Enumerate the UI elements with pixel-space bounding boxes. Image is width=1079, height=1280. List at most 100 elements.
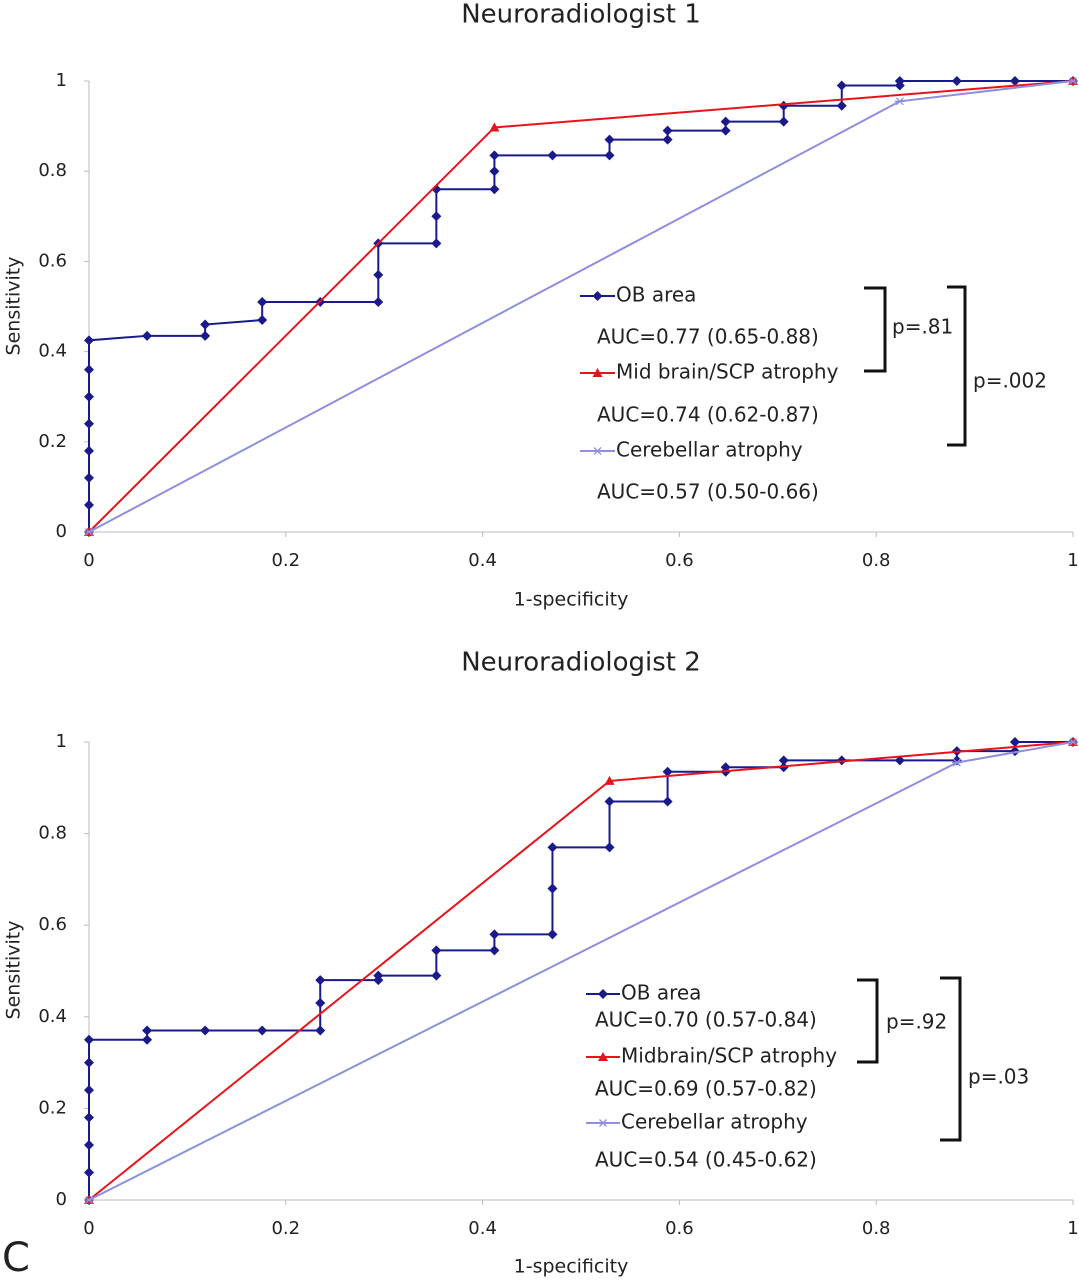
y-tick-label: 0	[56, 521, 67, 542]
marker-star	[1068, 738, 1078, 746]
auc-annotation: AUC=0.77 (0.65-0.88)	[597, 325, 819, 349]
x-tick-label: 0.2	[271, 1218, 300, 1239]
marker-diamond	[951, 76, 962, 86]
marker-diamond	[604, 796, 615, 807]
marker-diamond	[257, 315, 268, 326]
auc-annotation: AUC=0.57 (0.50-0.66)	[597, 480, 819, 504]
marker-diamond	[257, 296, 268, 307]
marker-diamond	[489, 945, 500, 956]
marker-diamond	[315, 975, 326, 986]
marker-diamond	[662, 134, 673, 145]
marker-star	[84, 528, 94, 536]
marker-diamond	[836, 80, 847, 91]
marker-diamond	[894, 755, 905, 766]
y-tick-label: 0	[56, 1189, 67, 1210]
y-tick-label: 0.6	[38, 250, 67, 271]
y-tick-label: 0.2	[38, 431, 67, 452]
x-tick-label: 1	[1067, 1218, 1078, 1239]
marker-diamond	[604, 134, 615, 145]
bracket	[864, 286, 887, 373]
marker-diamond	[598, 989, 608, 999]
marker-diamond	[431, 970, 442, 981]
auc-annotation: AUC=0.74 (0.62-0.87)	[597, 403, 819, 427]
marker-diamond	[489, 929, 500, 940]
marker-diamond	[84, 1034, 94, 1045]
y-tick-label: 1	[56, 731, 67, 752]
marker-diamond	[84, 1112, 94, 1123]
marker-diamond	[142, 1025, 153, 1036]
marker-diamond	[431, 945, 442, 956]
p-value: p=.002	[973, 369, 1047, 393]
marker-star	[598, 1119, 608, 1127]
x-tick-label: 0	[83, 1218, 94, 1239]
series-line	[88, 741, 1074, 1201]
marker-diamond	[778, 755, 789, 766]
marker-diamond	[431, 238, 442, 249]
marker-diamond	[200, 1025, 211, 1036]
y-tick-label: 0.8	[38, 160, 67, 181]
marker-triangle	[592, 368, 603, 377]
marker-diamond	[84, 1140, 94, 1151]
marker-diamond	[84, 364, 94, 375]
legend-label: Cerebellar atrophy	[616, 438, 803, 462]
legend-label: OB area	[616, 283, 696, 307]
series-line	[88, 80, 1073, 532]
series-line	[88, 80, 1074, 533]
x-tick-label: 0.6	[665, 550, 694, 571]
marker-diamond	[547, 842, 558, 853]
marker-diamond	[84, 1167, 94, 1178]
p-value: p=.81	[892, 315, 953, 339]
marker-diamond	[778, 116, 789, 127]
marker-diamond	[1009, 737, 1020, 747]
chart-title: Neuroradiologist 2	[461, 648, 701, 678]
marker-diamond	[84, 445, 94, 456]
marker-triangle	[489, 122, 500, 132]
marker-diamond	[84, 418, 94, 429]
marker-diamond	[662, 125, 673, 136]
marker-diamond	[373, 970, 384, 981]
marker-star	[84, 1196, 94, 1204]
series-line	[88, 741, 1073, 1200]
marker-star	[592, 447, 603, 455]
bracket	[940, 976, 962, 1142]
marker-star	[894, 97, 905, 106]
marker-star	[951, 758, 962, 767]
bracket	[857, 978, 879, 1064]
marker-diamond	[592, 291, 603, 301]
auc-annotation: AUC=0.70 (0.57-0.84)	[595, 1008, 817, 1032]
p-value: p=.03	[968, 1065, 1029, 1089]
x-tick-label: 0.8	[862, 550, 891, 571]
x-tick-label: 0.8	[862, 1218, 891, 1239]
marker-diamond	[84, 1085, 94, 1096]
marker-diamond	[604, 842, 615, 853]
marker-diamond	[489, 184, 500, 195]
marker-diamond	[84, 499, 94, 510]
marker-diamond	[604, 150, 615, 161]
bracket	[947, 285, 967, 447]
x-tick-label: 0.6	[665, 1218, 694, 1239]
y-tick-label: 0.8	[38, 823, 67, 844]
marker-diamond	[1009, 76, 1020, 86]
marker-diamond	[257, 1025, 268, 1036]
legend-label: Cerebellar atrophy	[621, 1110, 808, 1134]
marker-diamond	[84, 335, 94, 346]
marker-diamond	[547, 929, 558, 940]
marker-diamond	[373, 296, 384, 307]
series-line	[88, 741, 1074, 1201]
x-tick-label: 1	[1067, 550, 1078, 571]
marker-diamond	[489, 150, 500, 161]
marker-diamond	[662, 766, 673, 777]
y-tick-label: 0.2	[38, 1097, 67, 1118]
panel-label: C	[2, 1235, 30, 1280]
marker-diamond	[778, 100, 789, 111]
marker-diamond	[373, 269, 384, 280]
x-tick-label: 0.2	[271, 550, 300, 571]
marker-diamond	[315, 1025, 326, 1036]
x-axis-label: 1-specificity	[514, 589, 629, 611]
marker-diamond	[662, 796, 673, 807]
auc-annotation: AUC=0.54 (0.45-0.62)	[595, 1148, 817, 1172]
y-tick-label: 0.6	[38, 914, 67, 935]
legend-label: Midbrain/SCP atrophy	[621, 1044, 837, 1068]
auc-annotation: AUC=0.69 (0.57-0.82)	[595, 1077, 817, 1101]
